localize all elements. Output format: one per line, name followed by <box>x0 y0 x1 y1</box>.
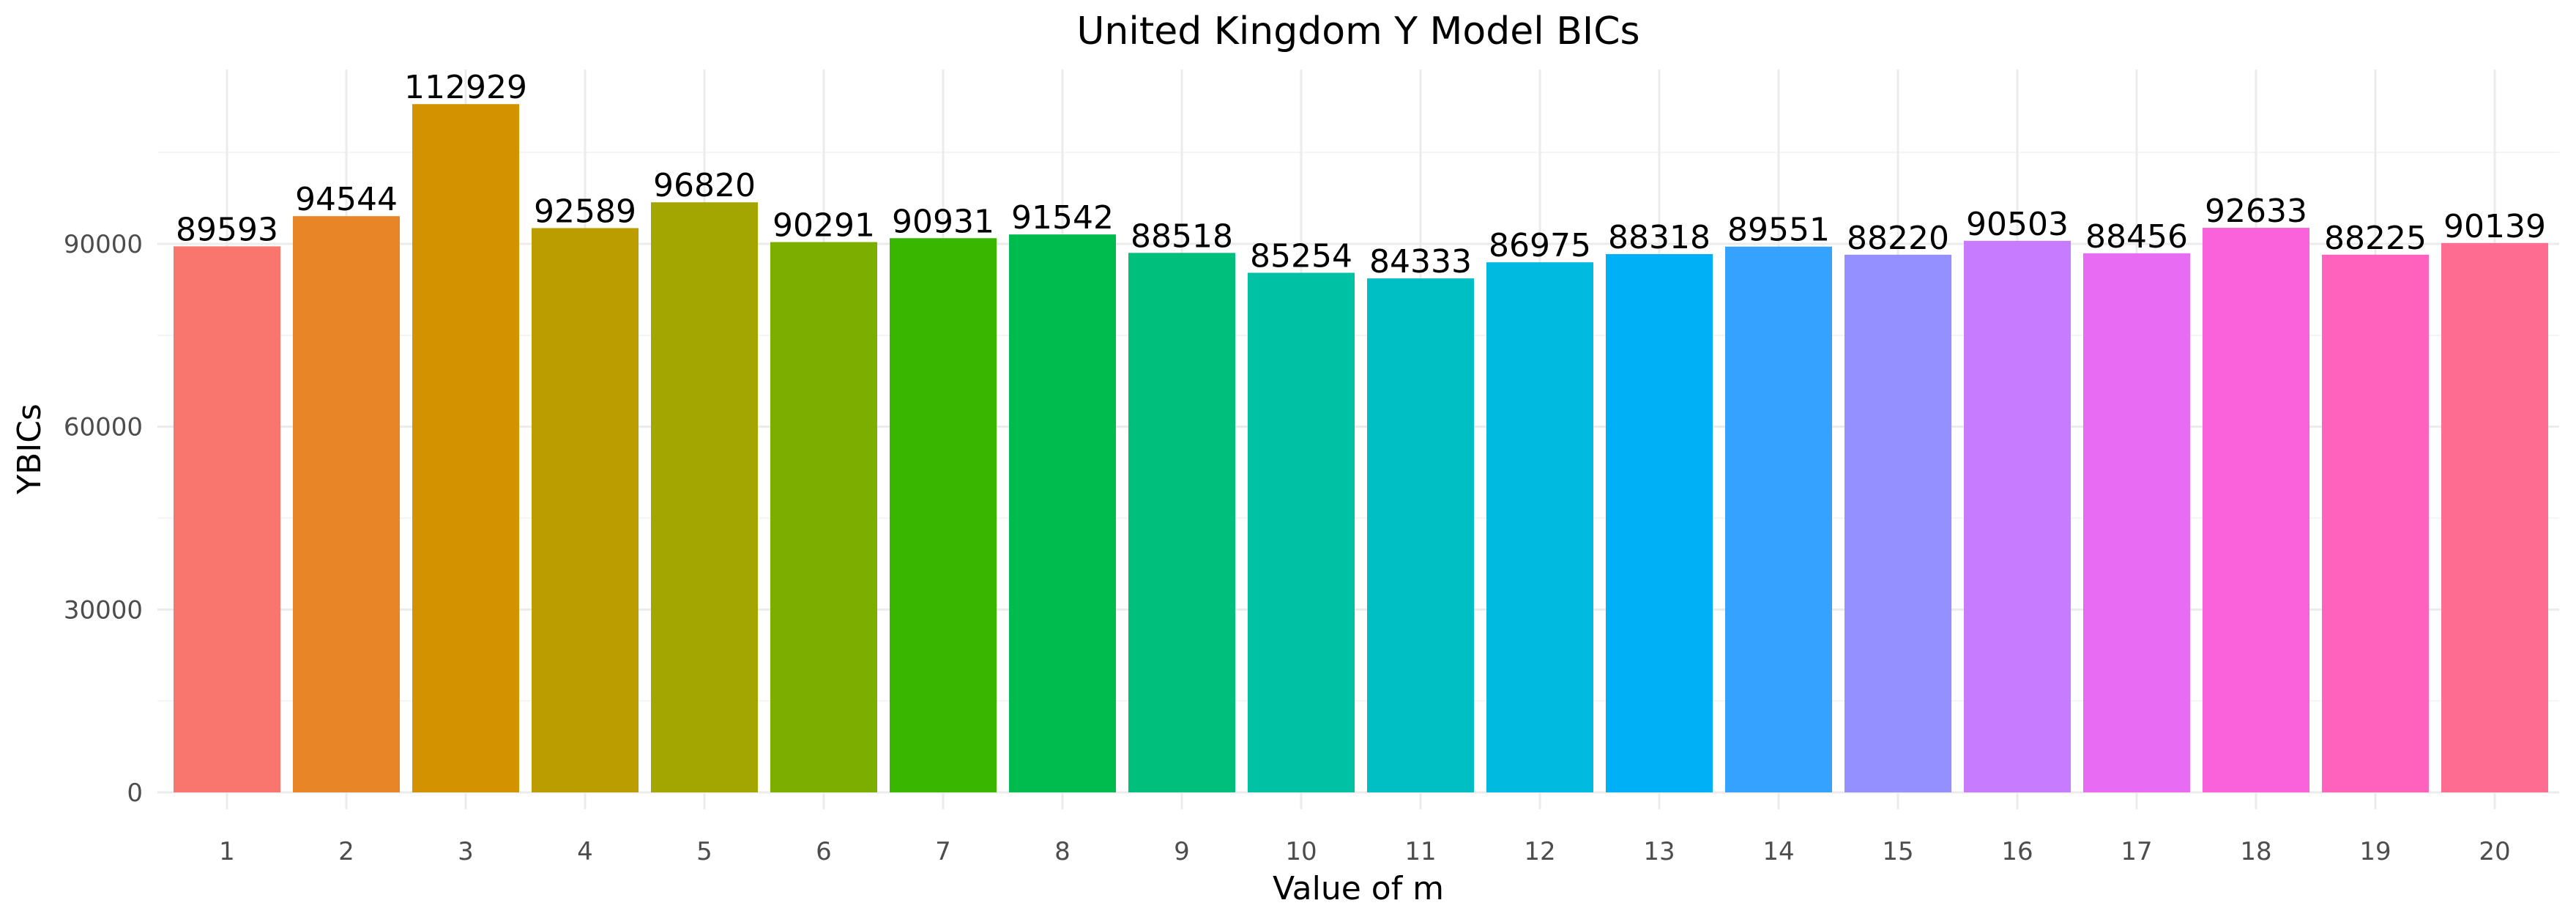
y-tick-label: 60000 <box>64 413 143 442</box>
data-label: 88225 <box>2324 220 2427 257</box>
bar <box>1964 240 2071 792</box>
x-tick-label: 1 <box>219 837 235 866</box>
bar <box>532 228 639 793</box>
data-label: 89593 <box>176 211 278 248</box>
bar <box>174 246 280 792</box>
bar <box>2083 253 2190 793</box>
bar <box>651 202 758 792</box>
data-label: 84333 <box>1369 243 1472 280</box>
data-label: 94544 <box>295 181 398 218</box>
bar <box>412 104 519 793</box>
x-tick-label: 9 <box>1174 837 1190 866</box>
data-label: 90139 <box>2443 208 2546 245</box>
bar <box>1248 272 1355 792</box>
data-label: 90931 <box>892 203 994 240</box>
bar <box>2203 228 2309 792</box>
data-label: 96820 <box>653 167 756 204</box>
x-tick-label: 16 <box>2001 837 2033 866</box>
data-label: 92633 <box>2205 193 2307 230</box>
bar <box>1606 253 1713 792</box>
data-label: 91542 <box>1011 199 1114 237</box>
bar <box>1009 234 1116 793</box>
data-label: 89551 <box>1727 212 1830 249</box>
x-tick-label: 6 <box>816 837 832 866</box>
bar <box>2441 242 2548 792</box>
y-tick-label: 90000 <box>64 230 143 259</box>
bars-group <box>174 104 2548 793</box>
bar <box>1128 253 1235 793</box>
data-label: 112929 <box>404 69 527 106</box>
x-axis-title: Value of m <box>1273 870 1444 907</box>
data-label: 90291 <box>773 207 875 245</box>
data-labels-group: 89593 94544 112929 92589 96820 90291 90931 9154… <box>176 69 2546 280</box>
x-tick-label: 7 <box>935 837 951 866</box>
x-tick-label: 3 <box>458 837 474 866</box>
y-axis-tick-labels: 0 30000 60000 90000 <box>64 230 143 808</box>
x-tick-label: 10 <box>1285 837 1317 866</box>
x-tick-label: 17 <box>2121 837 2152 866</box>
data-label: 86975 <box>1489 227 1591 264</box>
data-label: 88220 <box>1847 220 1949 257</box>
x-tick-label: 20 <box>2479 837 2510 866</box>
bar <box>1486 262 1593 793</box>
bar <box>890 238 997 792</box>
x-tick-label: 2 <box>338 837 354 866</box>
data-label: 85254 <box>1250 237 1352 275</box>
x-tick-label: 11 <box>1404 837 1436 866</box>
bar <box>1844 254 1951 792</box>
x-tick-label: 12 <box>1524 837 1555 866</box>
x-tick-label: 19 <box>2359 837 2391 866</box>
chart-title: United Kingdom Y Model BICs <box>1076 10 1639 53</box>
bar <box>293 216 400 792</box>
bar <box>770 242 877 792</box>
bar <box>2322 254 2429 792</box>
x-tick-label: 15 <box>1882 837 1913 866</box>
bar <box>1725 246 1832 792</box>
data-label: 88318 <box>1608 219 1710 256</box>
data-label: 90503 <box>1966 206 2069 243</box>
data-label: 88456 <box>2085 218 2188 256</box>
x-tick-label: 8 <box>1054 837 1071 866</box>
y-axis-title: YBICs <box>11 404 48 495</box>
x-tick-label: 14 <box>1762 837 1794 866</box>
x-tick-label: 13 <box>1643 837 1675 866</box>
x-tick-label: 18 <box>2240 837 2271 866</box>
y-tick-label: 0 <box>127 778 143 808</box>
x-tick-label: 5 <box>696 837 712 866</box>
y-tick-label: 30000 <box>64 595 143 625</box>
data-label: 88518 <box>1131 218 1233 255</box>
data-label: 92589 <box>534 193 636 230</box>
bar <box>1367 278 1474 792</box>
x-tick-label: 4 <box>577 837 593 866</box>
x-axis-tick-labels: 1 2 3 4 5 6 7 8 9 10 11 12 13 14 15 16 17 18 19 20 <box>219 837 2510 866</box>
